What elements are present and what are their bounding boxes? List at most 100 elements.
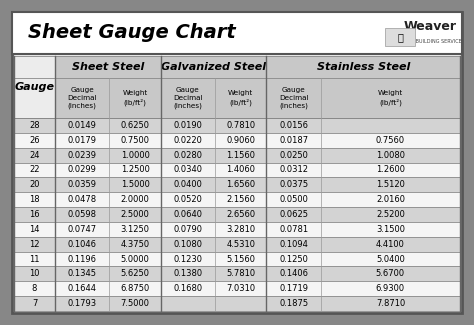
Text: 0.0280: 0.0280 bbox=[173, 150, 202, 160]
Text: 5.0400: 5.0400 bbox=[376, 254, 405, 264]
Text: 24: 24 bbox=[29, 150, 40, 160]
Text: 1.5120: 1.5120 bbox=[376, 180, 405, 189]
Text: Gauge
Decimal
(inches): Gauge Decimal (inches) bbox=[67, 87, 97, 109]
Text: Gauge
Decimal
(inches): Gauge Decimal (inches) bbox=[173, 87, 203, 109]
Text: 0.1380: 0.1380 bbox=[173, 269, 202, 279]
Text: 0.9060: 0.9060 bbox=[226, 136, 255, 145]
Text: 2.0160: 2.0160 bbox=[376, 195, 405, 204]
Bar bbox=[14, 192, 460, 207]
Text: 22: 22 bbox=[29, 165, 40, 175]
Text: Weight
(lb/ft²): Weight (lb/ft²) bbox=[228, 90, 254, 106]
Text: 1.4060: 1.4060 bbox=[226, 165, 255, 175]
Bar bbox=[385, 28, 415, 46]
Text: 0.0312: 0.0312 bbox=[279, 165, 308, 175]
Text: 1.0080: 1.0080 bbox=[376, 150, 405, 160]
Text: 5.7810: 5.7810 bbox=[226, 269, 255, 279]
Text: 0.0239: 0.0239 bbox=[68, 150, 97, 160]
Text: 0.7500: 0.7500 bbox=[120, 136, 150, 145]
Text: 0.1080: 0.1080 bbox=[173, 240, 202, 249]
Bar bbox=[14, 207, 460, 222]
Text: Gauge
Decimal
(inches): Gauge Decimal (inches) bbox=[279, 87, 309, 109]
Text: 0.0375: 0.0375 bbox=[279, 180, 308, 189]
Text: 0.7560: 0.7560 bbox=[376, 136, 405, 145]
Text: 0.1250: 0.1250 bbox=[279, 254, 308, 264]
Text: 0.0625: 0.0625 bbox=[279, 210, 308, 219]
Text: 26: 26 bbox=[29, 136, 40, 145]
Text: 2.5200: 2.5200 bbox=[376, 210, 405, 219]
Text: 🚛: 🚛 bbox=[397, 32, 403, 42]
Text: 1.0000: 1.0000 bbox=[121, 150, 149, 160]
Text: 0.0220: 0.0220 bbox=[173, 136, 202, 145]
Text: STEEL BUILDING SERVICE: STEEL BUILDING SERVICE bbox=[399, 39, 461, 44]
Text: 0.1680: 0.1680 bbox=[173, 284, 202, 293]
Text: 1.5000: 1.5000 bbox=[121, 180, 149, 189]
Text: Weight
(lb/ft²): Weight (lb/ft²) bbox=[122, 90, 148, 106]
Text: 5.0000: 5.0000 bbox=[121, 254, 149, 264]
Text: 0.0781: 0.0781 bbox=[279, 225, 308, 234]
Text: 0.1230: 0.1230 bbox=[173, 254, 202, 264]
Text: 7.8710: 7.8710 bbox=[376, 299, 405, 308]
Text: 0.0187: 0.0187 bbox=[279, 136, 308, 145]
Text: 0.0790: 0.0790 bbox=[173, 225, 202, 234]
Text: 0.0359: 0.0359 bbox=[68, 180, 97, 189]
Text: 28: 28 bbox=[29, 121, 40, 130]
Text: 20: 20 bbox=[29, 180, 40, 189]
Text: 0.0299: 0.0299 bbox=[68, 165, 97, 175]
Text: 0.1406: 0.1406 bbox=[279, 269, 308, 279]
Text: 5.1560: 5.1560 bbox=[226, 254, 255, 264]
Text: 1.2600: 1.2600 bbox=[376, 165, 405, 175]
Text: Sheet Gauge Chart: Sheet Gauge Chart bbox=[28, 23, 236, 43]
Text: 4.5310: 4.5310 bbox=[226, 240, 255, 249]
Bar bbox=[14, 252, 460, 266]
Text: 0.1793: 0.1793 bbox=[68, 299, 97, 308]
Text: 4.3750: 4.3750 bbox=[120, 240, 150, 249]
Text: 7: 7 bbox=[32, 299, 37, 308]
Text: 3.1500: 3.1500 bbox=[376, 225, 405, 234]
Text: Sheet Steel: Sheet Steel bbox=[72, 62, 144, 72]
Text: 0.7810: 0.7810 bbox=[226, 121, 255, 130]
Text: 0.0598: 0.0598 bbox=[68, 210, 97, 219]
Text: Weaver: Weaver bbox=[403, 20, 456, 33]
Text: 2.0000: 2.0000 bbox=[121, 195, 149, 204]
Bar bbox=[14, 133, 460, 148]
Bar bbox=[14, 118, 460, 133]
Text: 0.1644: 0.1644 bbox=[68, 284, 97, 293]
Text: 1.2500: 1.2500 bbox=[121, 165, 149, 175]
Text: 6.8750: 6.8750 bbox=[120, 284, 150, 293]
Text: 0.0149: 0.0149 bbox=[68, 121, 97, 130]
Text: 12: 12 bbox=[29, 240, 40, 249]
Bar bbox=[14, 56, 55, 118]
Text: Galvanized Steel: Galvanized Steel bbox=[161, 62, 266, 72]
Bar bbox=[14, 162, 460, 177]
Bar bbox=[14, 222, 460, 237]
Bar bbox=[12, 12, 462, 54]
Text: 7.0310: 7.0310 bbox=[226, 284, 255, 293]
Bar bbox=[14, 296, 460, 311]
Bar bbox=[14, 148, 460, 162]
Bar bbox=[14, 177, 460, 192]
Text: 0.1875: 0.1875 bbox=[279, 299, 308, 308]
Bar bbox=[14, 281, 460, 296]
Text: 0.0156: 0.0156 bbox=[279, 121, 308, 130]
Text: 0.1046: 0.1046 bbox=[68, 240, 97, 249]
Text: 3.1250: 3.1250 bbox=[120, 225, 150, 234]
Text: 0.0640: 0.0640 bbox=[173, 210, 202, 219]
Text: 0.1345: 0.1345 bbox=[68, 269, 97, 279]
Text: 4.4100: 4.4100 bbox=[376, 240, 405, 249]
Text: 5.6700: 5.6700 bbox=[376, 269, 405, 279]
Text: Gauge: Gauge bbox=[15, 82, 55, 92]
Text: 0.0520: 0.0520 bbox=[173, 195, 202, 204]
Text: 0.0747: 0.0747 bbox=[68, 225, 97, 234]
Text: 0.0190: 0.0190 bbox=[173, 121, 202, 130]
Text: 2.5000: 2.5000 bbox=[121, 210, 149, 219]
Text: Stainless Steel: Stainless Steel bbox=[317, 62, 410, 72]
Text: 0.6250: 0.6250 bbox=[120, 121, 150, 130]
Text: 8: 8 bbox=[32, 284, 37, 293]
Text: 1.1560: 1.1560 bbox=[226, 150, 255, 160]
Text: 0.0250: 0.0250 bbox=[279, 150, 308, 160]
Text: 1.6560: 1.6560 bbox=[226, 180, 255, 189]
Text: 7.5000: 7.5000 bbox=[120, 299, 150, 308]
Text: 0.1094: 0.1094 bbox=[279, 240, 308, 249]
Bar bbox=[14, 56, 460, 118]
Text: 5.6250: 5.6250 bbox=[120, 269, 150, 279]
